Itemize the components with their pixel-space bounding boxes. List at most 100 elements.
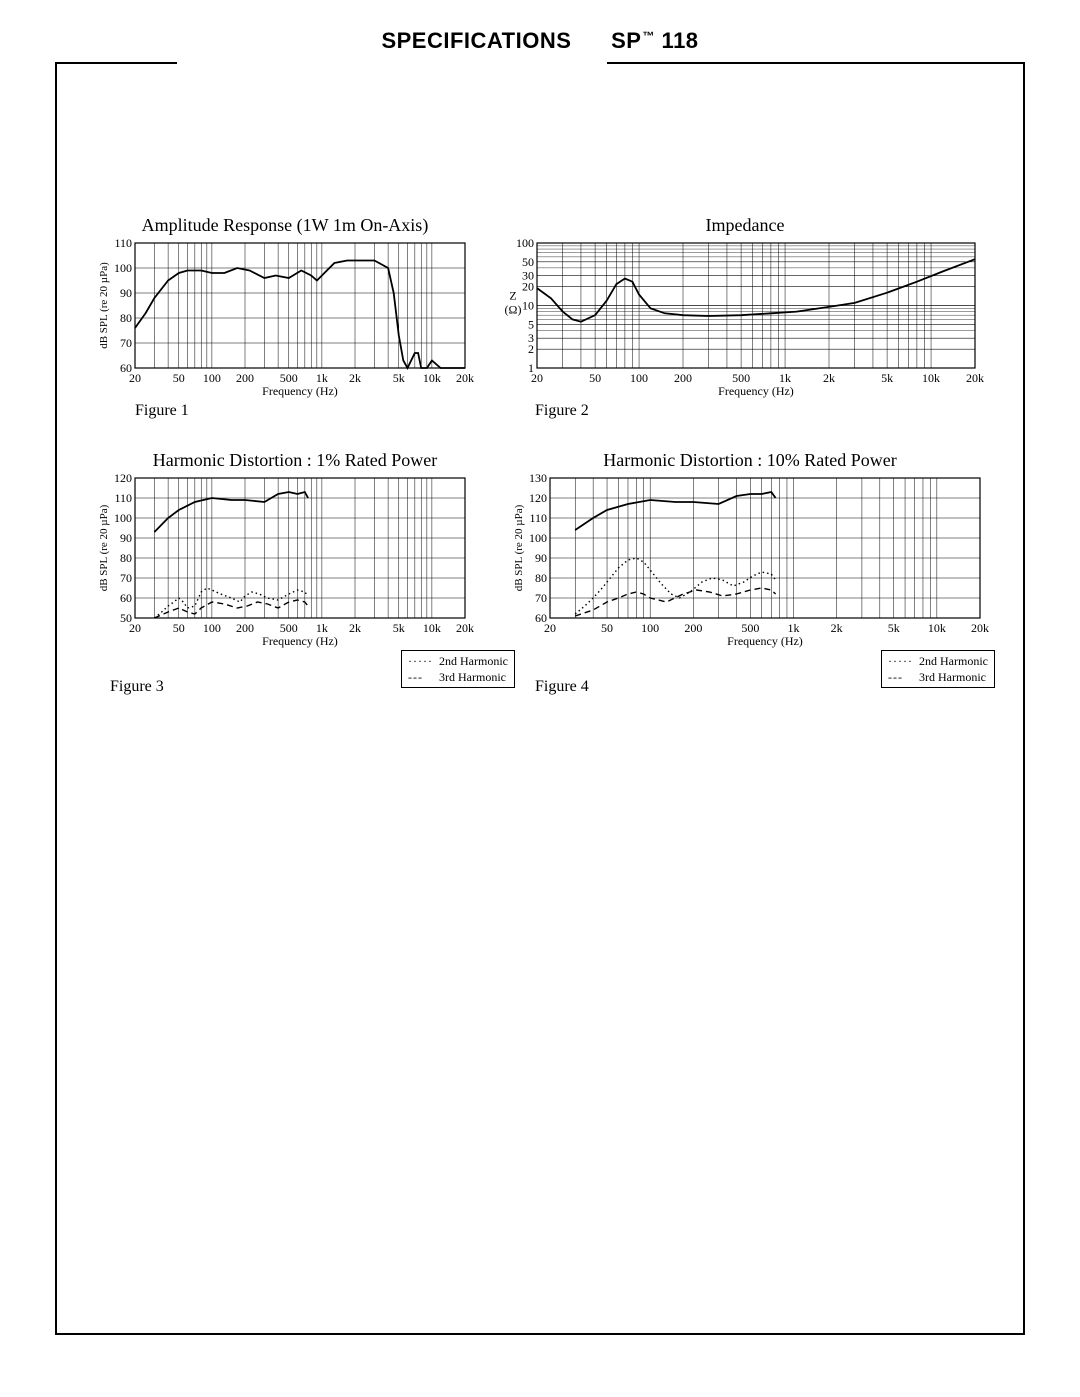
svg-text:200: 200 xyxy=(236,371,254,385)
svg-text:90: 90 xyxy=(120,531,132,545)
svg-text:110: 110 xyxy=(529,511,547,525)
fig1-chart: 6070809010011020501002005001k2k5k10k20kF… xyxy=(95,238,475,398)
fig3-legend-3rd: 3rd Harmonic xyxy=(439,670,506,684)
svg-text:20k: 20k xyxy=(971,621,989,635)
fig4-legend-3rd: 3rd Harmonic xyxy=(919,670,986,684)
fig2-chart: 12351020305010020501002005001k2k5k10k20k… xyxy=(505,238,985,398)
svg-text:500: 500 xyxy=(280,371,298,385)
svg-text:Z: Z xyxy=(509,289,516,303)
title-right-suffix: 118 xyxy=(655,28,699,53)
svg-text:500: 500 xyxy=(732,371,750,385)
svg-text:10k: 10k xyxy=(423,621,441,635)
svg-text:5k: 5k xyxy=(888,621,900,635)
svg-text:Frequency (Hz): Frequency (Hz) xyxy=(727,634,803,648)
figure-2: Impedance 12351020305010020501002005001k… xyxy=(505,215,985,420)
figure-1: Amplitude Response (1W 1m On-Axis) 60708… xyxy=(95,215,475,420)
svg-text:50: 50 xyxy=(173,621,185,635)
fig4-legend: ····· 2nd Harmonic --- 3rd Harmonic xyxy=(881,650,995,688)
svg-text:100: 100 xyxy=(203,621,221,635)
figure-3: Harmonic Distortion : 1% Rated Power 50 6… xyxy=(95,450,495,696)
svg-text:5k: 5k xyxy=(393,621,405,635)
title-right-prefix: SP xyxy=(611,28,641,53)
svg-text:5k: 5k xyxy=(881,371,893,385)
page: SPECIFICATIONS SP™ 118 Amplitude Respons… xyxy=(0,0,1080,1397)
page-title: SPECIFICATIONS SP™ 118 xyxy=(0,28,1080,54)
svg-text:1k: 1k xyxy=(316,371,328,385)
svg-text:(Ω): (Ω) xyxy=(505,303,521,317)
svg-text:30: 30 xyxy=(522,269,534,283)
fig2-caption: Figure 2 xyxy=(535,402,985,420)
svg-text:dB SPL (re 20 µPa): dB SPL (re 20 µPa) xyxy=(98,504,110,591)
svg-text:100: 100 xyxy=(516,238,534,250)
svg-text:80: 80 xyxy=(120,551,132,565)
svg-text:3: 3 xyxy=(528,331,534,345)
fig1-title: Amplitude Response (1W 1m On-Axis) xyxy=(95,215,475,236)
svg-text:60: 60 xyxy=(120,591,132,605)
svg-text:100: 100 xyxy=(630,371,648,385)
svg-text:500: 500 xyxy=(741,621,759,635)
svg-text:5k: 5k xyxy=(393,371,405,385)
fig4-chart: 6070809010011012013020501002005001k2k5k1… xyxy=(510,473,990,648)
svg-text:200: 200 xyxy=(684,621,702,635)
svg-text:70: 70 xyxy=(120,571,132,585)
svg-text:90: 90 xyxy=(535,551,547,565)
svg-text:10k: 10k xyxy=(922,371,940,385)
svg-text:dB SPL (re 20 µPa): dB SPL (re 20 µPa) xyxy=(98,262,110,349)
fig3-legend: ····· 2nd Harmonic --- 3rd Harmonic xyxy=(401,650,515,688)
svg-text:110: 110 xyxy=(114,238,132,250)
svg-text:2k: 2k xyxy=(349,621,361,635)
svg-text:dB SPL (re 20 µPa): dB SPL (re 20 µPa) xyxy=(513,504,525,591)
svg-text:20k: 20k xyxy=(966,371,984,385)
svg-text:10: 10 xyxy=(522,299,534,313)
svg-text:20: 20 xyxy=(544,621,556,635)
svg-text:Frequency (Hz): Frequency (Hz) xyxy=(718,384,794,398)
fig4-title: Harmonic Distortion : 10% Rated Power xyxy=(510,450,990,471)
svg-text:120: 120 xyxy=(529,491,547,505)
fig3-chart: 506070809010011012020501002005001k2k5k10… xyxy=(95,473,475,648)
svg-text:100: 100 xyxy=(203,371,221,385)
svg-text:110: 110 xyxy=(114,491,132,505)
svg-text:100: 100 xyxy=(114,511,132,525)
svg-text:2k: 2k xyxy=(823,371,835,385)
svg-text:1k: 1k xyxy=(779,371,791,385)
svg-text:1k: 1k xyxy=(316,621,328,635)
title-left: SPECIFICATIONS xyxy=(381,28,571,53)
svg-text:10k: 10k xyxy=(928,621,946,635)
svg-text:20k: 20k xyxy=(456,371,474,385)
svg-text:80: 80 xyxy=(120,311,132,325)
svg-text:50: 50 xyxy=(601,621,613,635)
svg-text:20: 20 xyxy=(129,621,141,635)
fig3-title: Harmonic Distortion : 1% Rated Power xyxy=(95,450,495,471)
svg-text:130: 130 xyxy=(529,473,547,485)
trademark: ™ xyxy=(642,29,655,43)
svg-text:200: 200 xyxy=(674,371,692,385)
svg-text:100: 100 xyxy=(529,531,547,545)
svg-text:10k: 10k xyxy=(423,371,441,385)
svg-text:50: 50 xyxy=(522,255,534,269)
svg-text:Frequency (Hz): Frequency (Hz) xyxy=(262,634,338,648)
svg-text:90: 90 xyxy=(120,286,132,300)
svg-text:200: 200 xyxy=(236,621,254,635)
svg-text:Frequency (Hz): Frequency (Hz) xyxy=(262,384,338,398)
svg-text:120: 120 xyxy=(114,473,132,485)
svg-text:70: 70 xyxy=(535,591,547,605)
svg-text:70: 70 xyxy=(120,336,132,350)
svg-text:100: 100 xyxy=(114,261,132,275)
fig4-legend-2nd: 2nd Harmonic xyxy=(919,654,988,668)
svg-text:2k: 2k xyxy=(831,621,843,635)
svg-text:5: 5 xyxy=(528,317,534,331)
svg-text:80: 80 xyxy=(535,571,547,585)
svg-text:2k: 2k xyxy=(349,371,361,385)
svg-text:100: 100 xyxy=(641,621,659,635)
svg-text:20: 20 xyxy=(531,371,543,385)
svg-text:20k: 20k xyxy=(456,621,474,635)
svg-text:500: 500 xyxy=(280,621,298,635)
figure-4: Harmonic Distortion : 10% Rated Power 60… xyxy=(510,450,990,696)
fig2-title: Impedance xyxy=(505,215,985,236)
fig1-caption: Figure 1 xyxy=(135,402,475,420)
fig3-legend-2nd: 2nd Harmonic xyxy=(439,654,508,668)
svg-text:50: 50 xyxy=(589,371,601,385)
svg-text:20: 20 xyxy=(129,371,141,385)
svg-text:50: 50 xyxy=(173,371,185,385)
svg-text:1k: 1k xyxy=(788,621,800,635)
